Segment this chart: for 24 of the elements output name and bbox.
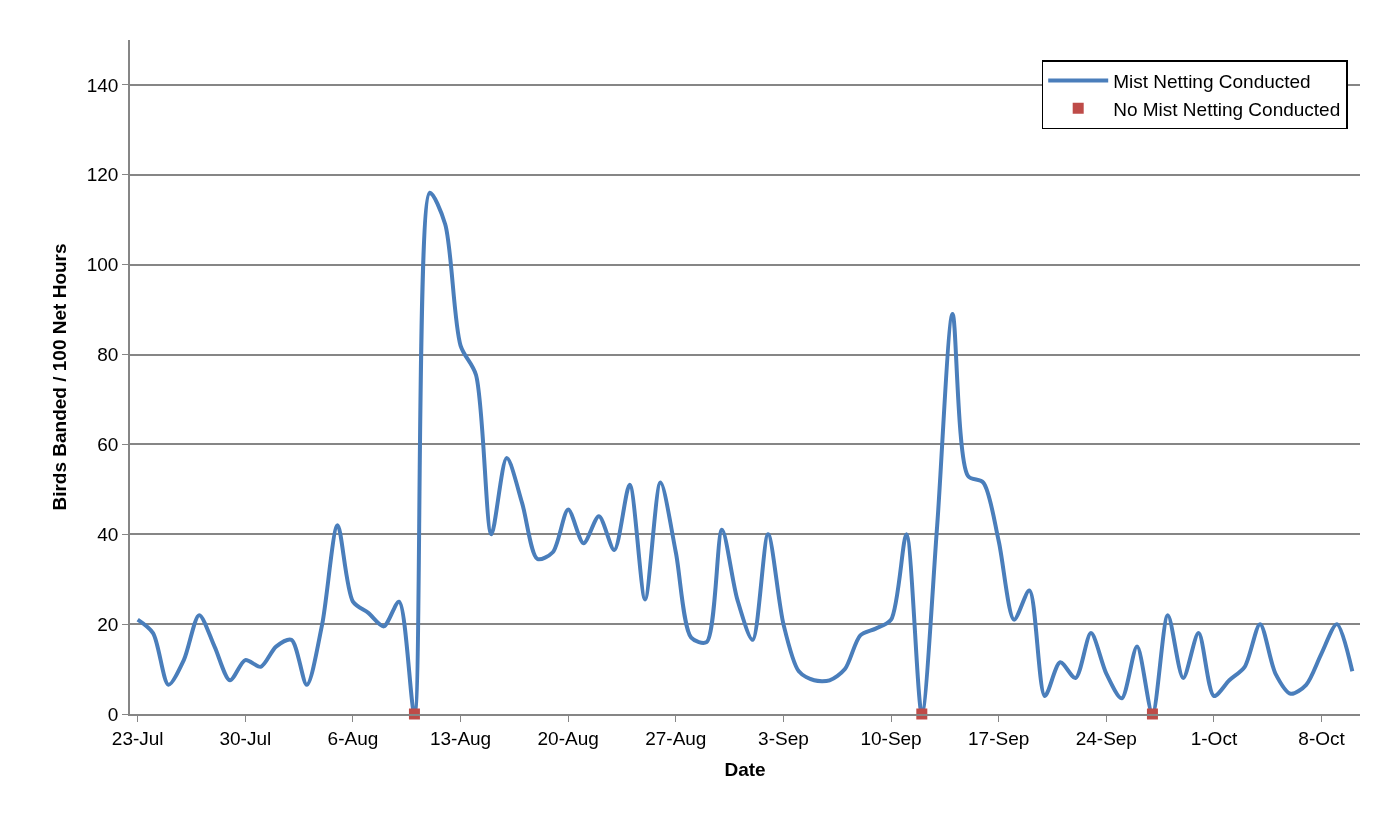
- x-tick-label: 30-Jul: [219, 727, 272, 749]
- y-tick-label: 140: [86, 74, 119, 96]
- legend-label: No Mist Netting Conducted: [1113, 98, 1341, 120]
- x-tick-label: 20-Aug: [537, 727, 599, 749]
- y-tick-label: 60: [97, 434, 119, 456]
- x-tick-label: 8-Oct: [1298, 727, 1346, 749]
- y-axis-title: Birds Banded / 100 Net Hours: [49, 243, 71, 511]
- x-tick-label: 1-Oct: [1190, 727, 1238, 749]
- y-tick-label: 20: [97, 613, 119, 635]
- y-tick-label: 80: [97, 344, 119, 366]
- x-tick-label: 3-Sep: [758, 727, 809, 749]
- x-tick-label: 10-Sep: [860, 727, 922, 749]
- y-tick-label: 100: [86, 254, 119, 276]
- y-tick-label: 120: [86, 164, 119, 186]
- y-tick-label: 0: [107, 703, 119, 725]
- x-tick-label: 6-Aug: [327, 727, 379, 749]
- x-axis-title: Date: [724, 758, 766, 780]
- x-tick-label: 27-Aug: [645, 727, 707, 749]
- x-tick-label: 13-Aug: [429, 727, 492, 749]
- legend-label: Mist Netting Conducted: [1113, 70, 1311, 92]
- x-tick-label: 24-Sep: [1075, 727, 1137, 749]
- x-tick-label: 17-Sep: [968, 727, 1030, 749]
- x-tick-label: 23-Jul: [111, 727, 164, 749]
- y-tick-label: 40: [97, 523, 119, 545]
